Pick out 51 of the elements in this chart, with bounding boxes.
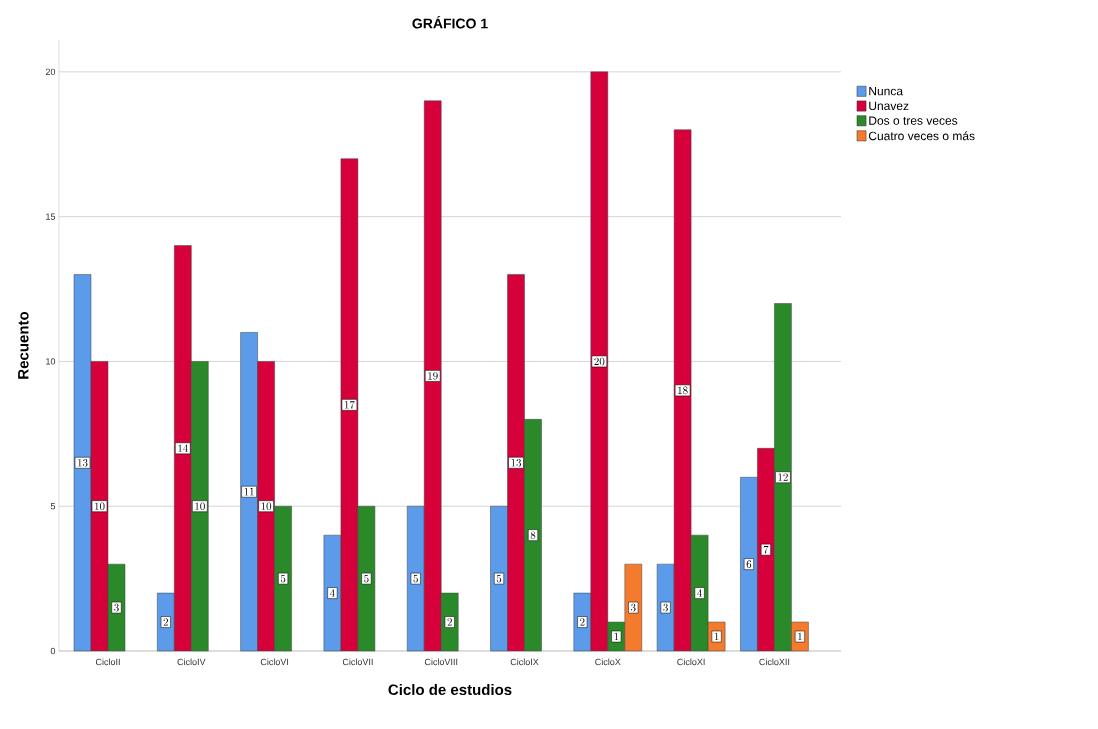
x-tick-label: CicloVIII (424, 658, 458, 666)
data-label: 3 (631, 603, 636, 612)
x-tick-label: CicloIV (177, 658, 206, 666)
y-axis-title: Recuento (18, 311, 29, 379)
data-label: 1 (714, 632, 719, 641)
x-tick-label: CicloVII (342, 658, 373, 666)
x-tick-label: CicloVI (260, 658, 289, 666)
data-label: 13 (78, 459, 88, 467)
x-tick-label: CicloX (595, 658, 621, 666)
data-label: 3 (663, 603, 668, 612)
y-tick-label: 10 (46, 358, 56, 365)
data-label: 4 (697, 589, 703, 597)
data-label: 5 (413, 574, 418, 583)
x-axis-title: Ciclo de estudios (388, 684, 512, 696)
x-tick-label: CicloXII (759, 658, 790, 666)
data-label: 2 (580, 618, 585, 626)
data-label: 1 (614, 632, 619, 641)
data-label: 12 (778, 473, 788, 481)
legend-label: Unavez (869, 101, 909, 111)
y-tick-label: 0 (50, 647, 56, 655)
data-label: 2 (163, 618, 168, 626)
data-label: 2 (447, 618, 452, 626)
data-label: 19 (428, 372, 438, 380)
legend-label: Cuatro veces o más (868, 131, 975, 141)
data-label: 20 (594, 357, 605, 366)
data-label: 17 (344, 400, 355, 409)
data-label: 10 (195, 502, 205, 510)
x-tick-label: CicloXI (677, 658, 705, 666)
legend-label: Dos o tres veces (869, 116, 958, 125)
data-label: 8 (530, 531, 536, 539)
data-label: 1 (798, 632, 802, 641)
data-label: 14 (178, 444, 188, 452)
data-label: 5 (364, 574, 369, 583)
x-tick-label: CicloIX (510, 658, 539, 666)
data-label: 7 (763, 545, 769, 554)
y-tick-label: 5 (50, 503, 56, 510)
chart-title: GRÁFICO 1 (412, 15, 488, 29)
legend-label: Nunca (869, 86, 904, 96)
data-label: 6 (746, 560, 752, 568)
y-tick-label: 15 (46, 213, 56, 220)
data-label: 5 (496, 574, 502, 583)
data-label: 10 (261, 502, 272, 510)
data-label: 4 (329, 589, 335, 597)
data-label: 13 (511, 459, 522, 467)
y-tick-label: 20 (45, 68, 56, 76)
data-label: 3 (114, 603, 119, 612)
data-label: 5 (280, 574, 286, 583)
data-label: 18 (678, 386, 688, 395)
data-label: 10 (95, 502, 105, 510)
x-tick-label: CicloII (95, 658, 120, 666)
data-label: 11 (244, 487, 254, 496)
